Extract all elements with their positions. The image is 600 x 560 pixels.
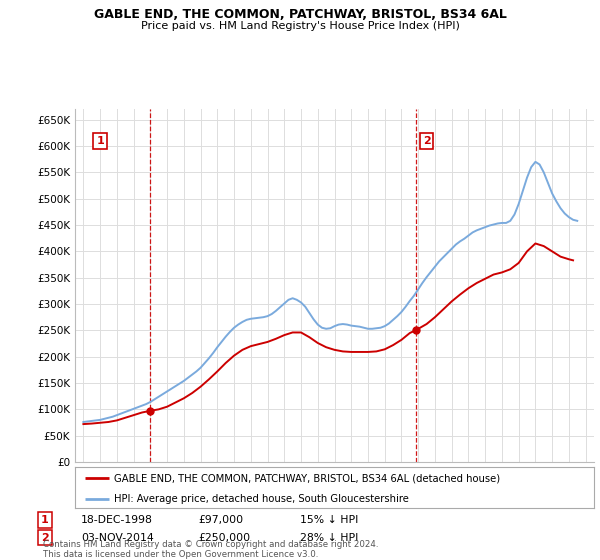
Text: GABLE END, THE COMMON, PATCHWAY, BRISTOL, BS34 6AL: GABLE END, THE COMMON, PATCHWAY, BRISTOL… [94, 8, 506, 21]
Text: Contains HM Land Registry data © Crown copyright and database right 2024.
This d: Contains HM Land Registry data © Crown c… [43, 540, 379, 559]
Text: 1: 1 [41, 515, 49, 525]
Text: 2: 2 [41, 533, 49, 543]
Text: 2: 2 [423, 136, 430, 146]
Text: 1: 1 [96, 136, 104, 146]
Text: £97,000: £97,000 [198, 515, 243, 525]
Text: GABLE END, THE COMMON, PATCHWAY, BRISTOL, BS34 6AL (detached house): GABLE END, THE COMMON, PATCHWAY, BRISTOL… [114, 474, 500, 483]
Text: £250,000: £250,000 [198, 533, 250, 543]
Text: 18-DEC-1998: 18-DEC-1998 [81, 515, 153, 525]
Text: HPI: Average price, detached house, South Gloucestershire: HPI: Average price, detached house, Sout… [114, 494, 409, 504]
Text: 28% ↓ HPI: 28% ↓ HPI [300, 533, 358, 543]
Text: Price paid vs. HM Land Registry's House Price Index (HPI): Price paid vs. HM Land Registry's House … [140, 21, 460, 31]
Text: 15% ↓ HPI: 15% ↓ HPI [300, 515, 358, 525]
Text: 03-NOV-2014: 03-NOV-2014 [81, 533, 154, 543]
